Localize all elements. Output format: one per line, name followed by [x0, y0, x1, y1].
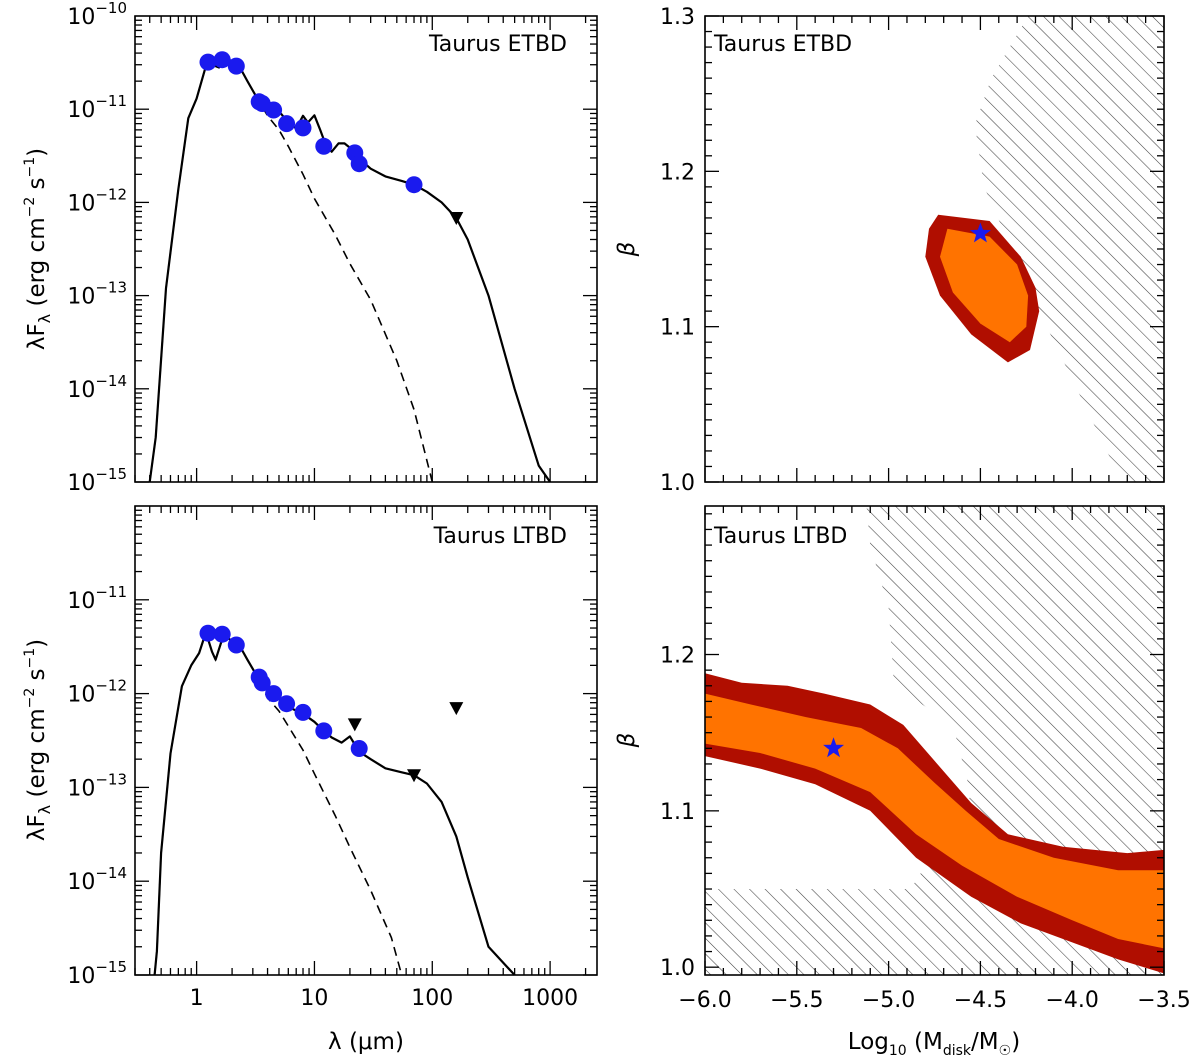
photometry-point: [213, 625, 231, 643]
excluded-region: [974, 16, 1164, 482]
total-model-line: [153, 631, 516, 976]
photometry-points: [199, 624, 368, 757]
y-tick-label: 10−10: [67, 0, 127, 30]
y-tick-label: 1.0: [660, 471, 695, 496]
grid-etbd-title: Taurus ETBD: [713, 32, 852, 57]
y-tick-label: 1.0: [660, 956, 695, 981]
upper-limit-marker: [407, 769, 421, 783]
photosphere-curve: [153, 629, 403, 976]
total-sed-curve: [148, 57, 552, 483]
photometry-point: [350, 155, 368, 173]
grid-xlabel: Log10 (Mdisk/M☉): [848, 1029, 1020, 1058]
photometry-point: [315, 137, 333, 155]
sed-ltbd-ylabel: λFλ (erg cm−2 s−1): [22, 639, 54, 841]
sed-ltbd-title: Taurus LTBD: [433, 524, 567, 549]
sed-ltbd-ticks: 1 10 100 1000 10−15 10−14 10−13 10−12 10−11: [67, 506, 597, 1011]
photometry-point: [278, 695, 296, 713]
y-tick-label: 10−15: [67, 465, 127, 496]
photometry-point: [315, 722, 333, 740]
best-fit-star-marker: [823, 737, 844, 758]
x-tick-label: 10: [300, 986, 328, 1011]
photometry-point: [213, 51, 231, 69]
y-tick-label: 10−12: [67, 185, 127, 216]
photometry-point: [405, 176, 423, 194]
sed-panel-etbd: 10−15 10−14 10−13 10−12 10−11 10−10 Taurus ET…: [67, 0, 598, 496]
y-tick-label: 1.2: [660, 160, 695, 185]
upper-limit-marker: [449, 212, 464, 225]
photometry-point: [227, 57, 245, 75]
sed-etbd-title: Taurus ETBD: [428, 32, 567, 57]
y-tick-label: 10−13: [67, 770, 127, 801]
x-tick-label: −4.5: [954, 988, 1007, 1013]
total-model-line: [148, 57, 552, 483]
grid-ltbd-frame: [704, 505, 1165, 976]
photometry-points: [199, 51, 423, 194]
photometry-point: [265, 101, 283, 119]
x-tick-label: 100: [411, 986, 453, 1011]
contour-68: [940, 228, 1029, 343]
upper-limit-markers: [449, 212, 464, 225]
upper-limit-markers: [347, 702, 464, 783]
upper-limit-marker: [347, 718, 362, 732]
grid-panel-ltbd: 1.0 1.1 1.2 −6.0 −5.5 −5.0 −4.5 −4.0 −3.5 Taurus…: [660, 505, 1191, 1013]
sed-etbd-frame: [134, 15, 598, 483]
y-tick-label: 1.2: [660, 644, 695, 669]
sed-xlabel: λ (μm): [328, 1029, 404, 1055]
best-fit-star-marker: [969, 222, 991, 243]
x-tick-label: 1000: [522, 986, 578, 1011]
sed-panel-ltbd: 1 10 100 1000 10−15 10−14 10−13 10−12 10−11 Taur…: [67, 505, 598, 1011]
confidence-contour-68: [705, 693, 1164, 949]
photometry-point: [350, 740, 368, 757]
y-tick-label: 1.3: [660, 5, 695, 30]
sed-etbd-ticks: 10−15 10−14 10−13 10−12 10−11 10−10: [67, 0, 597, 496]
excluded-hatched-region: [974, 16, 1164, 482]
sed-ltbd-frame: [134, 505, 598, 976]
grid-ltbd-title: Taurus LTBD: [713, 524, 847, 549]
y-tick-label: 10−14: [67, 372, 127, 403]
photometry-point: [199, 53, 217, 71]
photosphere-model-line: [153, 629, 403, 976]
grid-ltbd-ylabel: β: [614, 733, 640, 749]
x-tick-label: −5.5: [770, 988, 823, 1013]
best-fit-star: [823, 737, 844, 758]
x-tick-label: 1: [190, 986, 204, 1011]
sed-etbd-ylabel: λFλ (erg cm−2 s−1): [22, 148, 54, 350]
y-tick-label: 10−11: [67, 583, 127, 614]
photometry-point: [294, 703, 312, 721]
photometry-point: [278, 115, 296, 133]
photometry-point: [265, 685, 283, 703]
y-tick-label: 1.1: [660, 800, 695, 825]
x-tick-label: −3.5: [1137, 988, 1190, 1013]
total-sed-curve: [153, 631, 516, 976]
grid-ltbd-ticks: 1.0 1.1 1.2 −6.0 −5.5 −5.0 −4.5 −4.0 −3.5: [660, 506, 1191, 1013]
y-tick-label: 10−13: [67, 279, 127, 310]
photometry-point: [294, 119, 312, 137]
grid-panel-etbd: 1.0 1.1 1.2 1.3 Taurus ETBD: [660, 5, 1165, 496]
best-fit-star: [969, 222, 991, 243]
y-tick-label: 10−15: [67, 958, 127, 989]
x-tick-label: −4.0: [1045, 988, 1098, 1013]
y-tick-label: 10−11: [67, 92, 127, 123]
grid-etbd-ylabel: β: [614, 242, 640, 258]
grid-etbd-frame: [704, 15, 1165, 483]
x-tick-label: −5.0: [862, 988, 915, 1013]
photometry-point: [199, 624, 217, 642]
upper-limit-marker: [449, 702, 464, 716]
x-tick-label: −6.0: [678, 988, 731, 1013]
confidence-contour-68: [940, 228, 1029, 343]
contour-68: [705, 693, 1164, 949]
y-tick-label: 10−12: [67, 677, 127, 708]
y-tick-label: 10−14: [67, 864, 127, 895]
photometry-point: [253, 674, 271, 692]
y-tick-label: 1.1: [660, 316, 695, 341]
photometry-point: [227, 636, 245, 654]
